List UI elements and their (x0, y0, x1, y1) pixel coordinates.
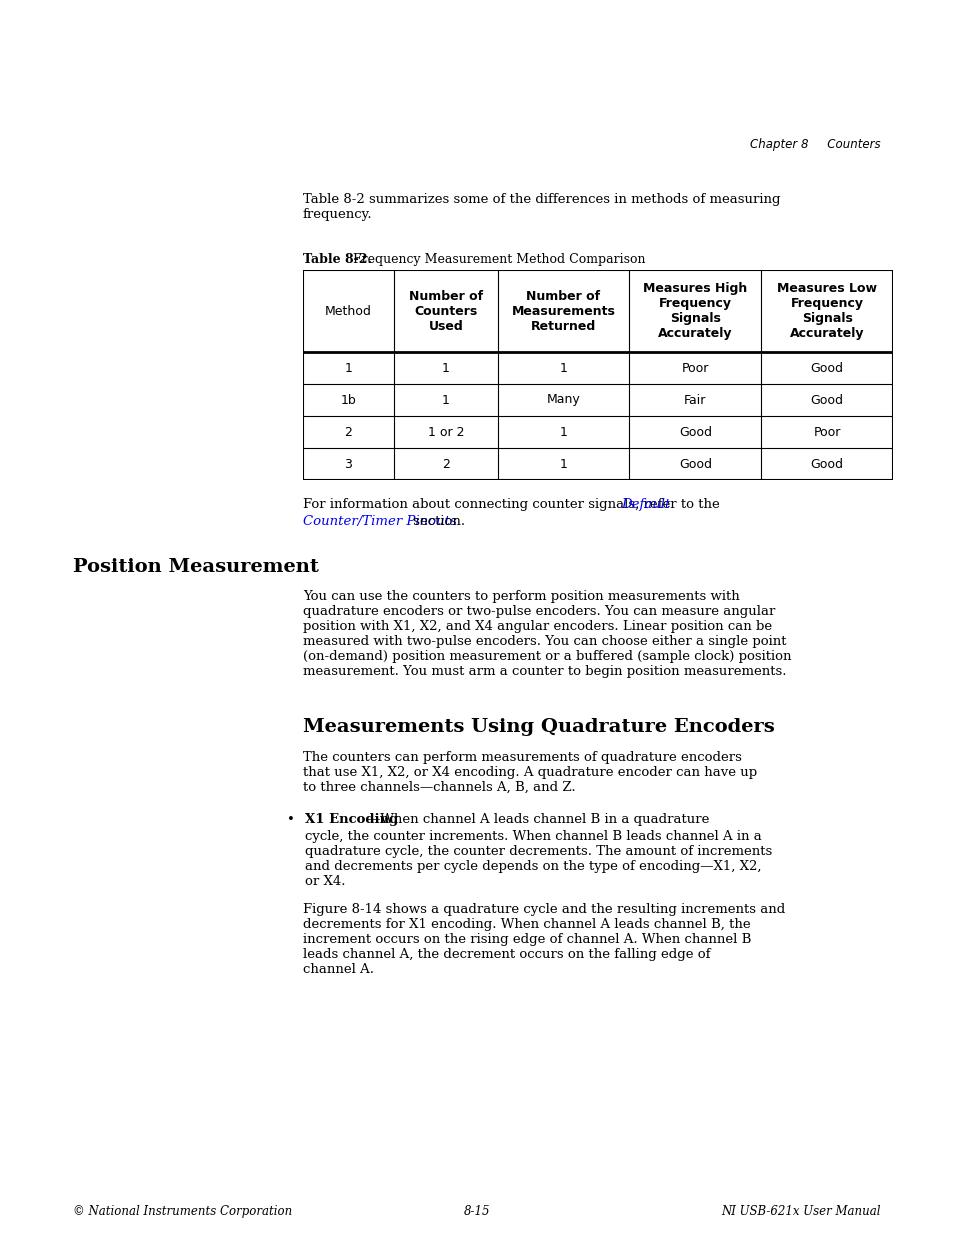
Text: 1b: 1b (340, 394, 356, 406)
Text: Poor: Poor (813, 426, 840, 438)
Text: Frequency Measurement Method Comparison: Frequency Measurement Method Comparison (345, 253, 645, 266)
Text: Counter/Timer Pinouts: Counter/Timer Pinouts (303, 515, 456, 529)
Text: Good: Good (810, 457, 842, 471)
Text: Method: Method (325, 305, 372, 317)
Text: —When channel A leads channel B in a quadrature: —When channel A leads channel B in a qua… (367, 813, 709, 826)
Text: 1: 1 (559, 362, 567, 374)
Text: Measures High
Frequency
Signals
Accurately: Measures High Frequency Signals Accurate… (642, 282, 746, 340)
Text: Good: Good (810, 362, 842, 374)
Text: The counters can perform measurements of quadrature encoders
that use X1, X2, or: The counters can perform measurements of… (303, 751, 757, 794)
Text: 1: 1 (441, 394, 449, 406)
Text: Table 8-2 summarizes some of the differences in methods of measuring
frequency.: Table 8-2 summarizes some of the differe… (303, 193, 780, 221)
Text: 2: 2 (344, 426, 352, 438)
Text: X1 Encoding: X1 Encoding (305, 813, 397, 826)
Text: 8-15: 8-15 (463, 1205, 490, 1218)
Text: © National Instruments Corporation: © National Instruments Corporation (73, 1205, 292, 1218)
Text: 1: 1 (559, 457, 567, 471)
Text: 1 or 2: 1 or 2 (427, 426, 463, 438)
Text: section.: section. (409, 515, 465, 529)
Text: 2: 2 (441, 457, 449, 471)
Text: You can use the counters to perform position measurements with
quadrature encode: You can use the counters to perform posi… (303, 590, 791, 678)
Text: Table 8-2.: Table 8-2. (303, 253, 372, 266)
Text: Default: Default (620, 498, 670, 511)
Text: Position Measurement: Position Measurement (73, 558, 318, 576)
Text: NI USB-621x User Manual: NI USB-621x User Manual (720, 1205, 880, 1218)
Text: 1: 1 (344, 362, 352, 374)
Text: Poor: Poor (680, 362, 708, 374)
Text: Number of
Counters
Used: Number of Counters Used (408, 289, 482, 332)
Text: •: • (287, 813, 294, 826)
Text: cycle, the counter increments. When channel B leads channel A in a
quadrature cy: cycle, the counter increments. When chan… (305, 830, 771, 888)
Text: Measures Low
Frequency
Signals
Accurately: Measures Low Frequency Signals Accuratel… (777, 282, 876, 340)
Text: 1: 1 (441, 362, 449, 374)
Text: Number of
Measurements
Returned: Number of Measurements Returned (511, 289, 615, 332)
Text: Measurements Using Quadrature Encoders: Measurements Using Quadrature Encoders (303, 718, 774, 736)
Text: Chapter 8     Counters: Chapter 8 Counters (749, 138, 880, 151)
Text: Good: Good (679, 426, 711, 438)
Text: Good: Good (810, 394, 842, 406)
Text: Good: Good (679, 457, 711, 471)
Text: 3: 3 (344, 457, 352, 471)
Text: Figure 8-14 shows a quadrature cycle and the resulting increments and
decrements: Figure 8-14 shows a quadrature cycle and… (303, 903, 784, 976)
Text: 1: 1 (559, 426, 567, 438)
Text: For information about connecting counter signals, refer to the: For information about connecting counter… (303, 498, 723, 511)
Text: Many: Many (546, 394, 579, 406)
Text: Fair: Fair (683, 394, 706, 406)
